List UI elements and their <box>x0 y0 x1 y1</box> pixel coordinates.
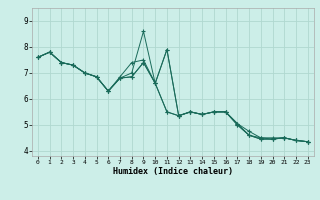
X-axis label: Humidex (Indice chaleur): Humidex (Indice chaleur) <box>113 167 233 176</box>
